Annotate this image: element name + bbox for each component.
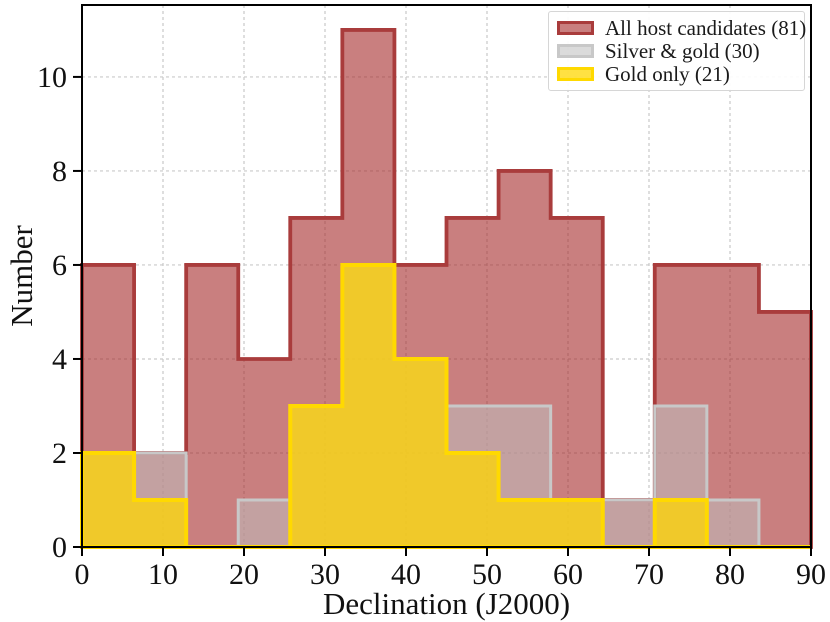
y-tick-label-8: 8 (52, 155, 67, 188)
x-tick-label-80: 80 (715, 558, 745, 591)
x-axis-label: Declination (J2000) (322, 586, 571, 621)
y-tick-label-6: 6 (52, 249, 67, 282)
legend-swatch-silver-and-gold (557, 43, 594, 58)
y-tick-label-10: 10 (37, 61, 67, 94)
series-gold-only-path (80, 262, 811, 549)
legend-item-silver-and-gold: Silver & gold (30) (557, 39, 798, 62)
x-tick-label-90: 90 (796, 558, 826, 591)
legend-label-all-host-candidates: All host candidates (81) (605, 15, 807, 40)
y-tick-label-2: 2 (52, 437, 67, 470)
x-tick-label-50: 50 (472, 558, 502, 591)
legend: All host candidates (81) Silver & gold (… (548, 11, 806, 91)
legend-label-gold-only: Gold only (21) (605, 62, 730, 87)
x-tick-label-30: 30 (310, 558, 340, 591)
legend-item-all-host-candidates: All host candidates (81) (557, 16, 806, 39)
series-all-host-candidates-path (80, 28, 813, 549)
legend-item-gold-only: Gold only (21) (557, 63, 798, 86)
legend-swatch-all-host-candidates (557, 20, 594, 35)
y-axis-label: Number (4, 225, 39, 327)
y-tick-label-0: 0 (52, 531, 67, 564)
x-tick-label-20: 20 (229, 558, 259, 591)
x-tick-label-60: 60 (553, 558, 583, 591)
y-tick-label-4: 4 (52, 343, 67, 376)
axes-spines (81, 4, 812, 548)
legend-swatch-gold-only (557, 67, 594, 82)
x-tick-label-70: 70 (634, 558, 664, 591)
x-tick-label-0: 0 (75, 558, 90, 591)
x-tick-label-10: 10 (148, 558, 178, 591)
x-tick-label-40: 40 (391, 558, 421, 591)
legend-label-silver-and-gold: Silver & gold (30) (605, 38, 760, 63)
